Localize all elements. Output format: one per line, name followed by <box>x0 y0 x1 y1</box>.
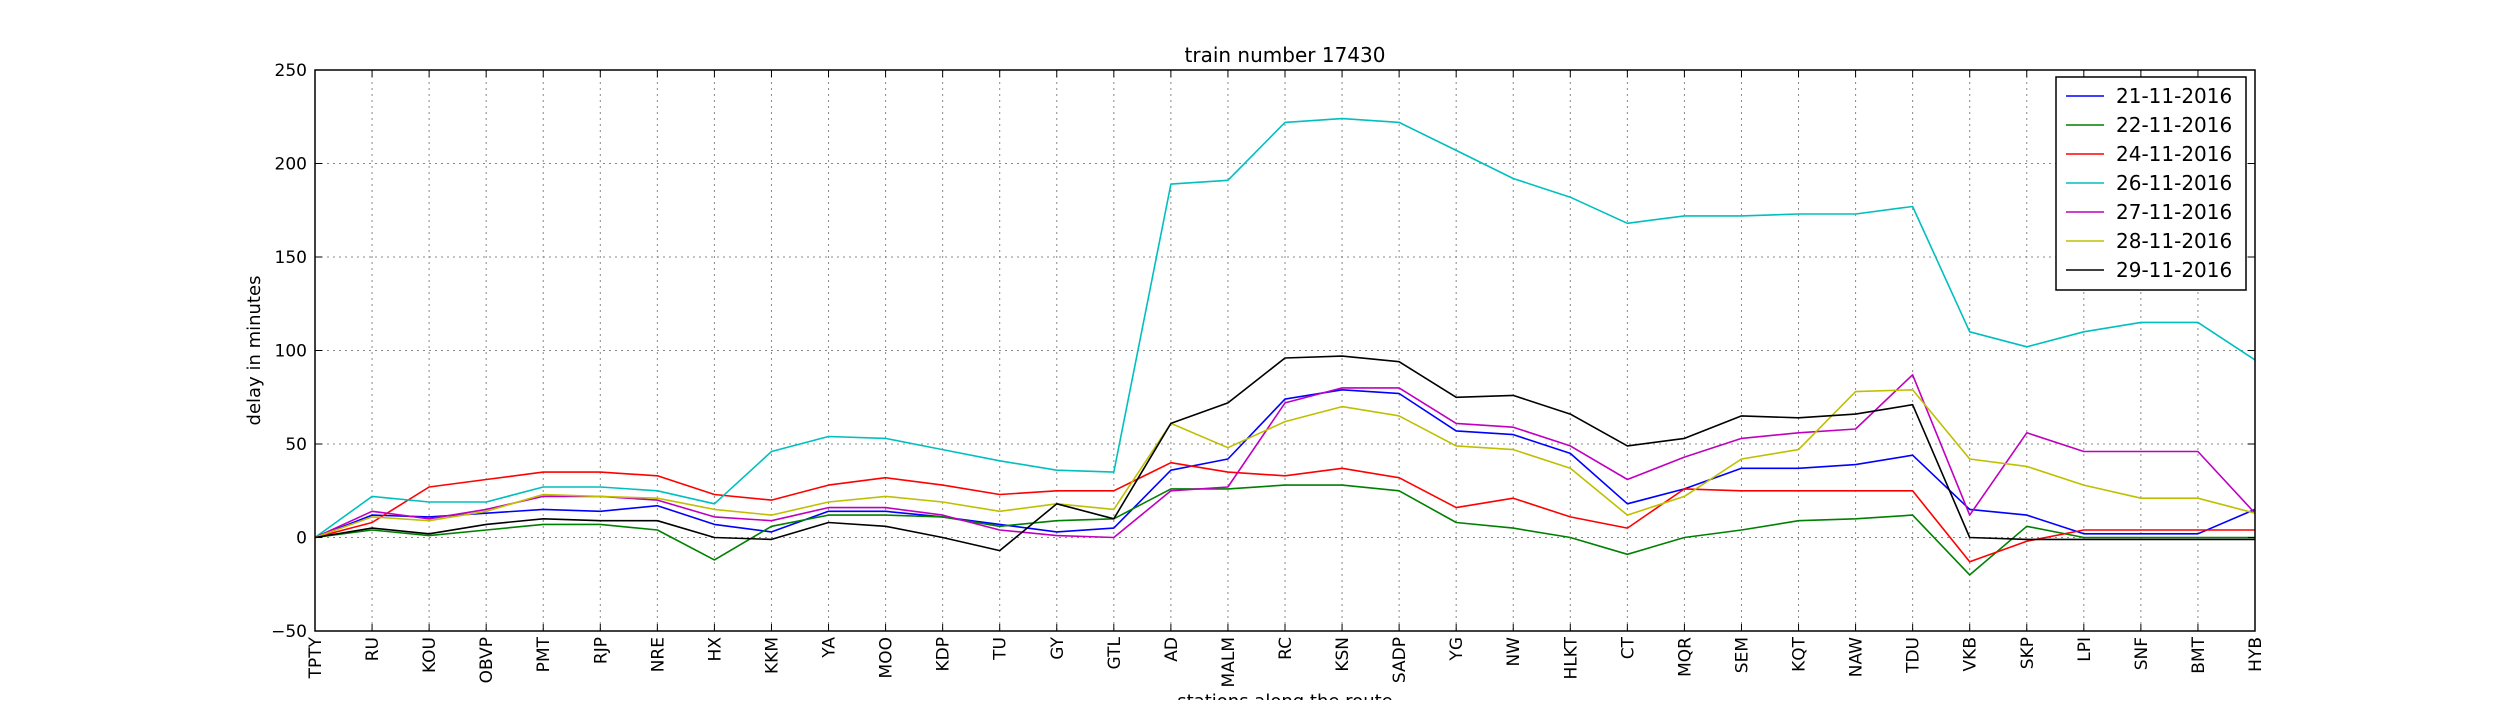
legend-label: 27-11-2016 <box>2116 200 2232 224</box>
series-line <box>314 355 2255 552</box>
x-tick-label: HLKT <box>1561 636 1581 679</box>
x-tick-label: SADP <box>1390 637 1410 683</box>
x-tick-label: NRE <box>648 637 668 672</box>
x-tick-label: AD <box>1162 637 1182 662</box>
grid <box>314 69 2256 632</box>
x-tick-label: KDP <box>934 637 954 672</box>
x-tick-label: SKP <box>2018 637 2038 669</box>
y-tick-label: 200 <box>275 155 307 175</box>
x-tick-label: RC <box>1276 637 1296 660</box>
x-tick-label: YG <box>1447 637 1467 662</box>
x-tick-label: GY <box>1048 636 1068 659</box>
x-tick-label: VKB <box>1961 637 1981 671</box>
y-tick-label: 50 <box>285 435 307 455</box>
y-tick-label: 150 <box>275 248 307 268</box>
x-tick-label: KOU <box>420 637 440 673</box>
series-line <box>314 388 2256 539</box>
legend-label: 22-11-2016 <box>2116 113 2232 137</box>
x-tick-label: OBVP <box>477 637 497 683</box>
x-tick-label: MOO <box>877 637 897 678</box>
x-tick-label: PMT <box>534 636 554 672</box>
x-tick-label: MQR <box>1675 637 1695 677</box>
x-tick-label: RU <box>363 637 383 661</box>
chart-title: train number 17430 <box>1185 43 1386 67</box>
y-tick-label: 250 <box>275 61 307 81</box>
legend-label: 29-11-2016 <box>2116 258 2232 282</box>
series-line <box>314 461 2255 563</box>
series-lines <box>314 117 2256 576</box>
x-axis-ticks: TPTY RU KOU OBVP PMT RJP NRE HX KKM YA MOO KDP TU GY G… <box>306 70 2266 687</box>
y-tick-label: −50 <box>271 622 307 642</box>
x-tick-label: KSN <box>1333 637 1353 672</box>
legend-label: 24-11-2016 <box>2116 142 2232 166</box>
y-axis-ticks: −50 0 50 100 150 200 250 <box>271 61 2255 642</box>
x-tick-label: BMT <box>2189 636 2209 673</box>
x-tick-label: KQT <box>1790 636 1810 672</box>
legend: 21-11-2016 22-11-2016 24-11-2016 26-11-2016… <box>2055 76 2247 291</box>
x-tick-label: CT <box>1618 636 1638 659</box>
y-axis-label: delay in minutes <box>244 276 265 426</box>
x-tick-label: YA <box>820 637 840 659</box>
x-tick-label: MALM <box>1219 637 1239 687</box>
series-line <box>314 373 2256 539</box>
x-tick-label: NAW <box>1847 637 1867 677</box>
series-line <box>314 388 2256 539</box>
x-tick-label: SNF <box>2132 637 2152 670</box>
series-line <box>314 117 2256 539</box>
legend-label: 26-11-2016 <box>2116 171 2232 195</box>
x-tick-label: SEM <box>1732 637 1752 673</box>
legend-label: 21-11-2016 <box>2116 84 2232 108</box>
x-tick-label: HYB <box>2246 637 2266 672</box>
x-tick-label: TPTY <box>306 636 326 679</box>
y-tick-label: 0 <box>296 529 307 549</box>
legend-label: 28-11-2016 <box>2116 229 2232 253</box>
x-tick-label: KKM <box>762 637 782 674</box>
y-tick-label: 100 <box>275 342 307 362</box>
x-tick-label: TU <box>991 637 1011 661</box>
series-line <box>314 484 2255 576</box>
x-axis-label: stations along the route <box>1177 691 1392 700</box>
x-tick-label: HX <box>705 637 725 662</box>
x-tick-label: TDU <box>1904 637 1924 674</box>
x-tick-label: LPI <box>2075 637 2095 662</box>
x-tick-label: NW <box>1504 637 1524 667</box>
x-tick-label: GTL <box>1105 636 1125 669</box>
x-tick-label: RJP <box>591 637 611 664</box>
